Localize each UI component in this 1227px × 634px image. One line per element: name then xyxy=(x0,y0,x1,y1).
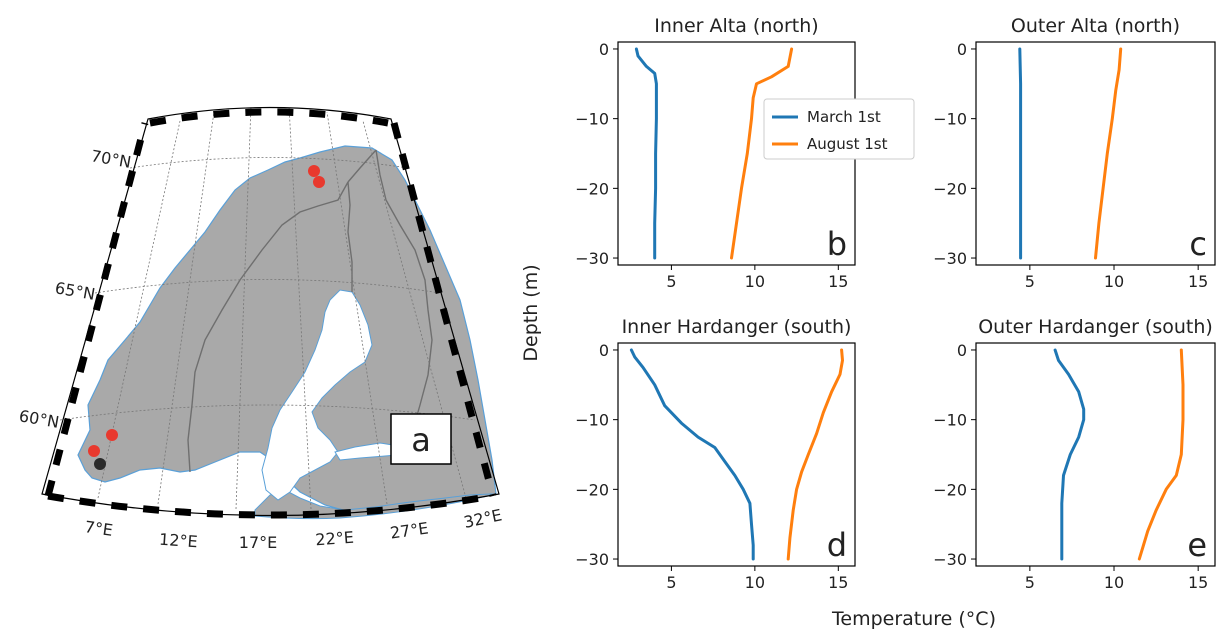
series-line-b-march xyxy=(634,47,658,260)
panel-title-c: Outer Alta (north) xyxy=(1011,15,1180,37)
x-tick-label-b-5: 5 xyxy=(666,272,676,291)
lon-label-22e: 22°E xyxy=(315,528,355,550)
legend-label-march: March 1st xyxy=(807,108,881,126)
y-tick-label-c-0: 0 xyxy=(957,40,967,59)
profile-panel-outer-hardanger: 5 10 15 0 −10 −20 −30 Outer Hardanger (south) e xyxy=(933,316,1216,592)
y-tick-label-b-m10: −10 xyxy=(575,110,609,129)
legend: March 1st August 1st xyxy=(763,98,915,160)
x-tick-label-d-5: 5 xyxy=(666,573,676,592)
y-tick-label-c-m20: −20 xyxy=(933,179,967,198)
map-border-sweden-finland xyxy=(347,181,353,292)
lon-label-32e: 32°E xyxy=(462,505,504,532)
map-baltic-sea xyxy=(261,289,373,501)
frame-ticks-left xyxy=(44,122,149,497)
legend-label-august: August 1st xyxy=(807,135,888,153)
y-tick-label-d-m30: −30 xyxy=(575,550,609,569)
map-frame-ticks xyxy=(44,108,497,519)
graticule-meridian-22e xyxy=(288,105,312,510)
series-line-d-august xyxy=(786,348,844,561)
axes-frame-c xyxy=(975,41,1216,266)
series-line-c-march xyxy=(1018,47,1023,260)
y-tick-label-e-m10: −10 xyxy=(933,411,967,430)
series-line-c-august xyxy=(1094,47,1123,260)
y-tick-label-d-m20: −20 xyxy=(575,480,609,499)
y-tick-label-e-m30: −30 xyxy=(933,550,967,569)
panel-letter-e: e xyxy=(1187,526,1207,564)
map-border-norway-finland xyxy=(347,149,377,183)
profile-panel-inner-hardanger: 5 10 15 0 −10 −20 −30 Inner Hardanger (south) d xyxy=(575,316,856,592)
x-tick-label-e-10: 10 xyxy=(1104,573,1124,592)
panel-title-b: Inner Alta (north) xyxy=(654,15,818,37)
lon-label-12e: 12°E xyxy=(159,530,199,552)
x-tick-label-d-15: 15 xyxy=(828,573,848,592)
legend-box xyxy=(763,98,915,160)
x-tick-label-b-10: 10 xyxy=(745,272,765,291)
shared-ylabel: Depth (m) xyxy=(520,264,542,361)
y-tick-label-c-m30: −30 xyxy=(933,249,967,268)
y-tick-label-b-m30: −30 xyxy=(575,249,609,268)
lon-label-17e: 17°E xyxy=(239,533,277,552)
site-outer-hardanger xyxy=(88,445,100,457)
y-tick-label-c-m10: −10 xyxy=(933,110,967,129)
lat-label-60n: 60°N xyxy=(18,406,61,432)
x-tick-label-d-10: 10 xyxy=(745,573,765,592)
graticule-meridian-17e xyxy=(235,105,252,510)
lon-label-27e: 27°E xyxy=(389,518,430,542)
series-line-e-august xyxy=(1137,348,1185,561)
panel-letter-c: c xyxy=(1189,225,1207,263)
x-tick-label-b-15: 15 xyxy=(828,272,848,291)
site-reference-black xyxy=(94,458,106,470)
shared-xlabel: Temperature (°C) xyxy=(831,608,996,630)
map-border-finland-russia xyxy=(375,149,433,441)
profile-panel-outer-alta: 5 10 15 0 −10 −20 −30 Outer Alta (north) c xyxy=(933,15,1216,291)
panel-letter-box-a xyxy=(390,413,452,465)
frame-ticks-right xyxy=(390,122,497,497)
panel-letter-a: a xyxy=(411,421,431,459)
map-panel: 70°N 65°N 60°N 7°E 12°E 17°E 22°E 27°E 3… xyxy=(18,105,504,552)
axes-frame-d xyxy=(617,342,856,567)
y-tick-label-e-0: 0 xyxy=(957,341,967,360)
site-outer-alta xyxy=(308,165,320,177)
profile-panel-inner-alta: 5 10 15 0 −10 −20 −30 Inner Alta (north) b xyxy=(575,15,856,291)
map-graticule xyxy=(59,105,476,510)
x-tick-label-e-5: 5 xyxy=(1025,573,1035,592)
graticule-parallel-65n xyxy=(94,279,441,294)
panel-title-e: Outer Hardanger (south) xyxy=(978,316,1213,338)
x-tick-label-c-15: 15 xyxy=(1188,272,1208,291)
panel-letter-b: b xyxy=(827,225,847,263)
panel-letter-d: d xyxy=(827,526,847,564)
map-frame xyxy=(41,106,500,517)
graticule-parallel-60n xyxy=(59,404,476,421)
x-tick-label-c-10: 10 xyxy=(1104,272,1124,291)
lat-label-70n: 70°N xyxy=(90,146,133,172)
y-tick-label-d-m10: −10 xyxy=(575,411,609,430)
y-tick-label-d-0: 0 xyxy=(599,341,609,360)
series-line-e-march xyxy=(1053,348,1086,561)
site-inner-alta xyxy=(313,176,325,188)
graticule-parallel-70n xyxy=(129,157,409,169)
x-tick-label-e-15: 15 xyxy=(1188,573,1208,592)
site-inner-hardanger xyxy=(106,429,118,441)
series-line-b-august xyxy=(730,47,794,260)
y-tick-label-b-m20: −20 xyxy=(575,179,609,198)
series-line-d-march xyxy=(629,348,755,561)
x-tick-label-c-5: 5 xyxy=(1025,272,1035,291)
axes-frame-e xyxy=(975,342,1216,567)
panel-title-d: Inner Hardanger (south) xyxy=(622,316,852,338)
y-tick-label-b-0: 0 xyxy=(599,40,609,59)
lat-label-65n: 65°N xyxy=(54,278,97,304)
frame-ticks-bottom xyxy=(47,492,494,519)
graticule-meridian-12e xyxy=(157,111,215,505)
map-sites xyxy=(88,165,325,470)
y-tick-label-e-m20: −20 xyxy=(933,480,967,499)
lon-label-7e: 7°E xyxy=(83,517,114,540)
